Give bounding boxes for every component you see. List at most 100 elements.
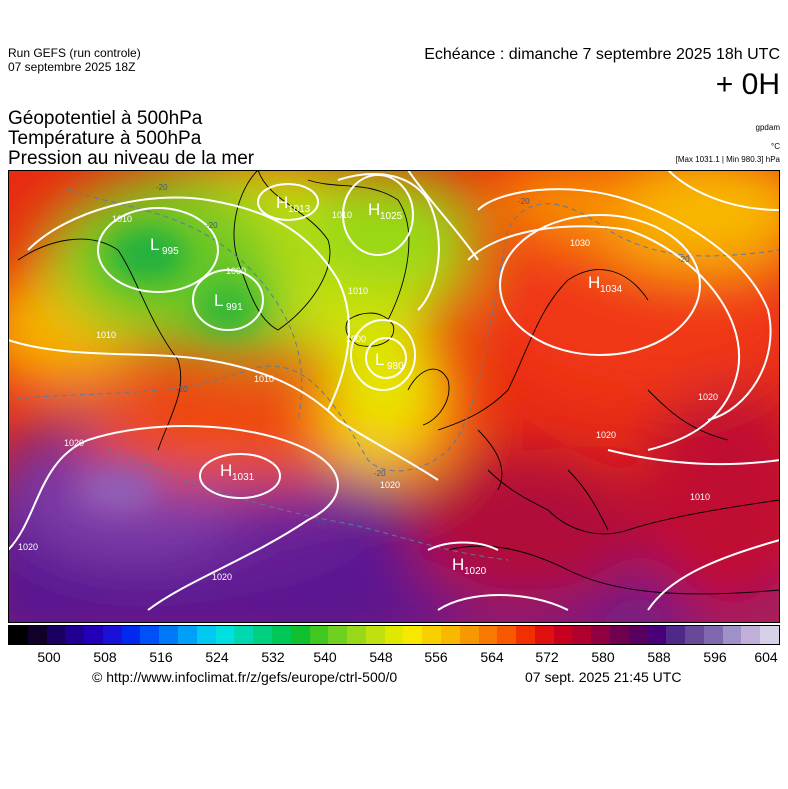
pressure-centre-kind: H — [276, 193, 288, 212]
scale-swatch — [347, 626, 366, 644]
pressure-centre-high-north-africa: H 1020 — [452, 555, 487, 577]
coastlines — [17, 170, 780, 595]
scale-swatch — [591, 626, 610, 644]
scale-swatch — [722, 626, 742, 644]
scale-tick-label: 564 — [480, 649, 504, 665]
scale-swatch — [628, 626, 648, 644]
forecast-offset: + 0H — [715, 68, 780, 101]
isotherm-label: -20 — [156, 183, 168, 192]
isobar-label: 1010 — [348, 286, 368, 296]
scale-swatch — [290, 626, 310, 644]
scale-swatch — [572, 626, 592, 644]
scale-swatch — [234, 626, 254, 644]
geopotential-field — [8, 170, 780, 623]
scale-swatch — [140, 626, 160, 644]
color-scale — [8, 625, 780, 645]
pressure-centre-value: 1031 — [232, 472, 255, 483]
layer-temperature: Température à 500hPa — [8, 128, 202, 149]
isobar-label: 1000 — [226, 266, 246, 276]
isobar-label: 1020 — [698, 392, 718, 402]
scale-swatch — [271, 626, 291, 644]
isobar-label: 1010 — [112, 214, 132, 224]
isobar-label: 1020 — [380, 480, 400, 490]
scale-swatch — [384, 626, 404, 644]
credit-link[interactable]: © http://www.infoclimat.fr/z/gefs/europe… — [92, 669, 398, 685]
isotherm-label: -20 — [518, 197, 530, 206]
scale-swatch — [328, 626, 348, 644]
isotherm-label: -10 — [176, 385, 188, 394]
isobar-label: 1020 — [596, 430, 616, 440]
isobars — [8, 170, 780, 611]
pressure-centre-high-greenland-east: H 1025 — [368, 200, 403, 222]
pressure-centre-value: 980 — [387, 361, 404, 372]
scale-swatch — [102, 626, 122, 644]
scale-swatch — [84, 626, 103, 644]
scale-swatch — [459, 626, 479, 644]
scale-swatch — [46, 626, 66, 644]
unit-geopotential: gpdam — [755, 123, 780, 132]
scale-swatch — [478, 626, 498, 644]
layer-pressure: Pression au niveau de la mer — [8, 148, 255, 169]
scale-tick-label: 516 — [149, 649, 173, 665]
scale-tick-label: 596 — [703, 649, 727, 665]
scale-swatch — [685, 626, 704, 644]
scale-swatch — [534, 626, 554, 644]
pressure-centre-high-scandinavia: H 1034 — [588, 273, 623, 295]
pressure-centre-low-davis-strait: L 991 — [214, 291, 243, 313]
pressure-centre-value: 995 — [162, 246, 179, 257]
pressure-centre-value: 1025 — [380, 211, 403, 222]
scale-swatch — [65, 626, 85, 644]
scale-swatch — [253, 626, 272, 644]
run-date: 07 septembre 2025 18Z — [8, 60, 136, 74]
isotherm-label: -20 — [374, 469, 386, 478]
scale-tick-label: 604 — [754, 649, 778, 665]
scale-tick-label: 524 — [205, 649, 229, 665]
pressure-centre-kind: L — [150, 235, 159, 254]
pressure-centre-kind: H — [452, 555, 464, 574]
isotherm-label: -20 — [206, 221, 218, 230]
scale-swatch — [215, 626, 235, 644]
isobar-label: 1020 — [64, 438, 84, 448]
isobar-label: 1010 — [690, 492, 710, 502]
scale-swatch — [121, 626, 141, 644]
pressure-centre-kind: L — [214, 291, 223, 310]
scale-swatch — [760, 626, 780, 644]
isobar-label: 1020 — [18, 542, 38, 552]
run-title: Run GEFS (run controle) — [8, 46, 141, 60]
isobar-label-group: 1010 1000 1010 1010 1010 1020 1020 1020 1020 1030… — [18, 210, 718, 582]
scale-swatch — [741, 626, 761, 644]
scale-tick-label: 548 — [369, 649, 393, 665]
scale-swatch — [178, 626, 197, 644]
scale-swatch — [27, 626, 47, 644]
pressure-centre-high-greenland-west: H 1013 — [276, 193, 311, 215]
scale-swatch — [9, 626, 28, 644]
scale-swatch — [610, 626, 629, 644]
scale-swatch — [440, 626, 460, 644]
scale-tick-label: 540 — [313, 649, 337, 665]
pressure-centre-kind: L — [375, 350, 384, 369]
scale-swatch — [703, 626, 723, 644]
isotherm-label-group: -20 -20 -20 -20 -20 -10 -10 — [156, 183, 690, 528]
pressure-centre-value: 1013 — [288, 204, 311, 215]
scale-tick-label: 588 — [647, 649, 671, 665]
pressure-centre-low-iceland: L 980 — [375, 350, 404, 372]
pressure-centre-kind: H — [368, 200, 380, 219]
isobar-label: 1030 — [570, 238, 590, 248]
scale-tick-label: 532 — [261, 649, 285, 665]
scale-swatch — [516, 626, 535, 644]
scale-tick-label: 508 — [93, 649, 117, 665]
scale-swatch — [666, 626, 686, 644]
weather-map: 1010 1000 1010 1010 1010 1020 1020 1020 1020 1030… — [8, 170, 780, 623]
scale-swatch — [365, 626, 385, 644]
pressure-centre-value: 1034 — [600, 284, 623, 295]
pressure-centre-kind: H — [220, 461, 232, 480]
isobar-label: 1010 — [254, 374, 274, 384]
pressure-centre-value: 1020 — [464, 566, 487, 577]
pressure-centre-high-azores: H 1031 — [220, 461, 255, 483]
scale-swatch — [647, 626, 667, 644]
forecast-time: Echéance : dimanche 7 septembre 2025 18h… — [424, 46, 780, 63]
scale-swatch — [553, 626, 573, 644]
scale-swatch — [196, 626, 216, 644]
scale-swatch — [309, 626, 329, 644]
scale-swatch — [403, 626, 423, 644]
